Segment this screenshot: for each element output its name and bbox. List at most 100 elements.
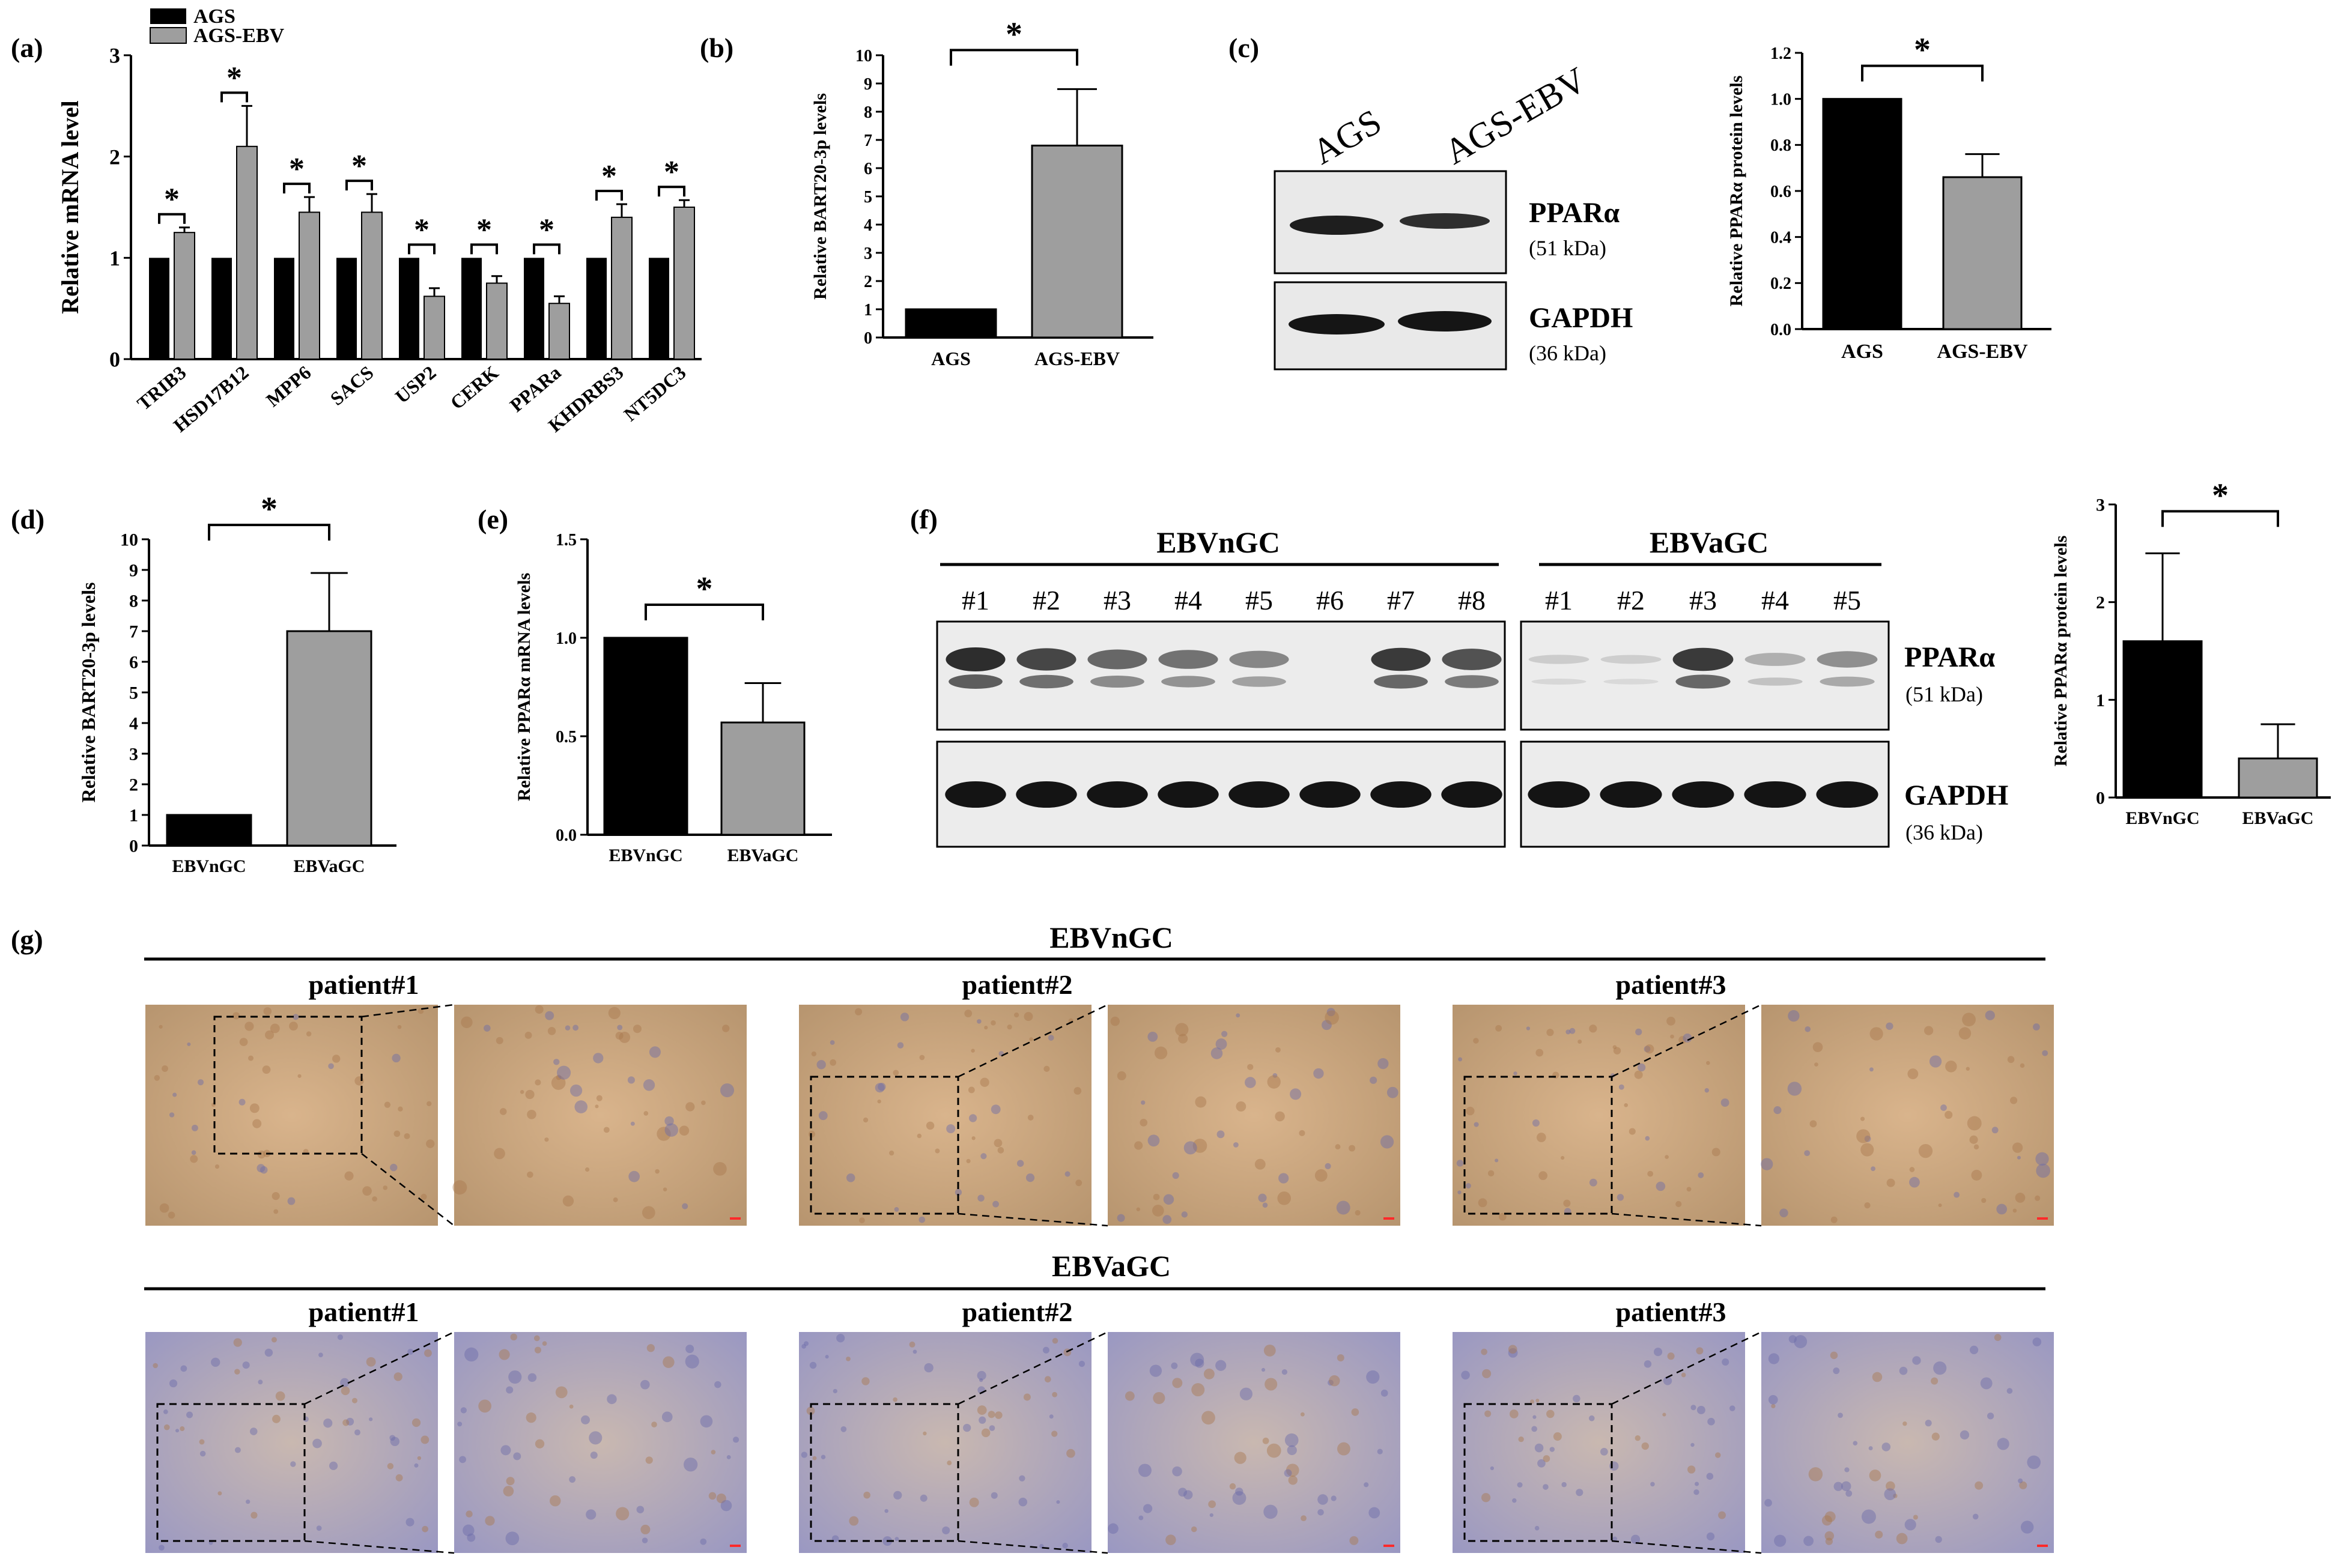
cell-speck [1277,1191,1291,1205]
cell-speck [1043,1065,1050,1072]
y-axis-label: Relative PPARα mRNA levels [514,573,534,801]
cell-speck [995,1411,1003,1419]
bar-ags-PPARa [524,258,544,359]
cell-speck [1466,1106,1475,1116]
cell-speck [645,1456,653,1464]
bar-ags-ebv-PPARa [548,303,570,360]
cell-speck [816,1060,826,1070]
cell-speck [264,1348,273,1357]
cell-speck [685,1354,699,1369]
cell-speck [1794,1335,1808,1348]
cell-speck [1935,1536,1942,1543]
y-tick-label: 9 [864,75,872,94]
cell-speck [1931,1377,1939,1385]
cell-speck [1940,1104,1947,1111]
cell-speck [2019,1481,2027,1489]
panel-label-d: (d) [11,504,44,534]
scale-bar [1383,1545,1394,1547]
cell-speck [1635,1028,1642,1036]
cell-speck [1326,1008,1335,1017]
cell-speck [346,1417,354,1426]
lane-label: #7 [1387,585,1415,616]
cell-speck [1263,1344,1276,1357]
cell-speck [1138,1515,1144,1521]
cell-speck [275,1391,285,1401]
cell-speck [1565,1029,1571,1035]
gapdh-band [1600,781,1662,808]
cell-speck [232,1012,240,1020]
cell-speck [271,1337,277,1343]
cell-speck [1845,1490,1853,1497]
cell-speck [463,1524,475,1537]
x-tick-label: CERK [446,362,503,414]
zoom-connector [1611,1212,1762,1227]
cell-speck [1457,1190,1462,1194]
cell-speck [1618,1084,1624,1090]
cell-speck [981,1428,991,1438]
ihc-zoom-image [1761,1005,2054,1226]
cell-speck [362,1186,372,1196]
lane-label: #1 [962,585,989,616]
cell-speck [1175,1023,1189,1037]
bar-ags-ebv-CERK [486,282,508,360]
bar-ags-ebv-MPP6 [299,211,320,360]
cell-speck [1380,1389,1388,1397]
cell-speck [1066,1448,1075,1458]
cell-speck [655,1169,660,1174]
cell-speck [1508,1345,1517,1354]
cell-speck [1902,1421,1907,1426]
cell-speck [992,1200,1000,1208]
cell-speck [1229,1483,1236,1490]
cell-speck [1987,1412,1994,1420]
lane-label: #3 [1104,585,1131,616]
cell-speck [714,1381,721,1388]
y-tick-label: 2 [2096,593,2105,613]
cell-speck [1907,1068,1919,1080]
cell-speck [545,1011,554,1020]
cell-speck [1051,1430,1058,1437]
cell-speck [1178,1488,1188,1497]
cell-speck [909,1341,915,1348]
cell-speck [1975,1481,1984,1490]
cell-speck [1931,1432,1940,1441]
significance-bracket [345,180,373,191]
cell-speck [722,1025,730,1032]
significance-star: * [1914,32,1931,69]
ppar-band [1442,649,1502,670]
cell-speck [565,1025,571,1031]
cell-speck [1563,1199,1571,1207]
cell-speck [1370,1076,1377,1084]
cell-speck [833,1388,837,1394]
cell-speck [590,1451,598,1459]
cell-speck [1195,1096,1207,1108]
zoom-connector [958,1331,1108,1405]
cell-speck [849,1516,859,1526]
y-tick-label: 4 [864,216,872,235]
cell-speck [1869,1027,1883,1041]
cell-speck [1787,1082,1802,1096]
legend-label-ags-ebv: AGS-EBV [193,25,285,47]
ppar-band [1371,647,1431,671]
cell-speck [1236,1101,1246,1112]
ihc-overview-image [1453,1332,1745,1553]
zoom-connector [361,1153,455,1226]
significance-star: * [601,159,617,193]
cell-speck [1991,1127,1999,1134]
cell-speck [991,1104,1001,1115]
cell-speck [457,1421,463,1427]
cell-speck [2015,1193,2026,1203]
cell-speck [393,1372,402,1381]
cell-speck [1549,1447,1555,1452]
cell-speck [1693,1489,1699,1495]
cell-speck [1178,1034,1188,1044]
cell-speck [387,1463,394,1470]
cell-speck [1317,1509,1324,1516]
cell-speck [258,1379,263,1385]
cell-speck [506,1477,515,1486]
cell-speck [628,1170,640,1182]
cell-speck [979,1378,983,1382]
cell-speck [257,1164,266,1173]
cell-speck [1147,1031,1158,1042]
cell-speck [1171,1362,1178,1369]
y-tick-label: 1 [2096,691,2105,710]
